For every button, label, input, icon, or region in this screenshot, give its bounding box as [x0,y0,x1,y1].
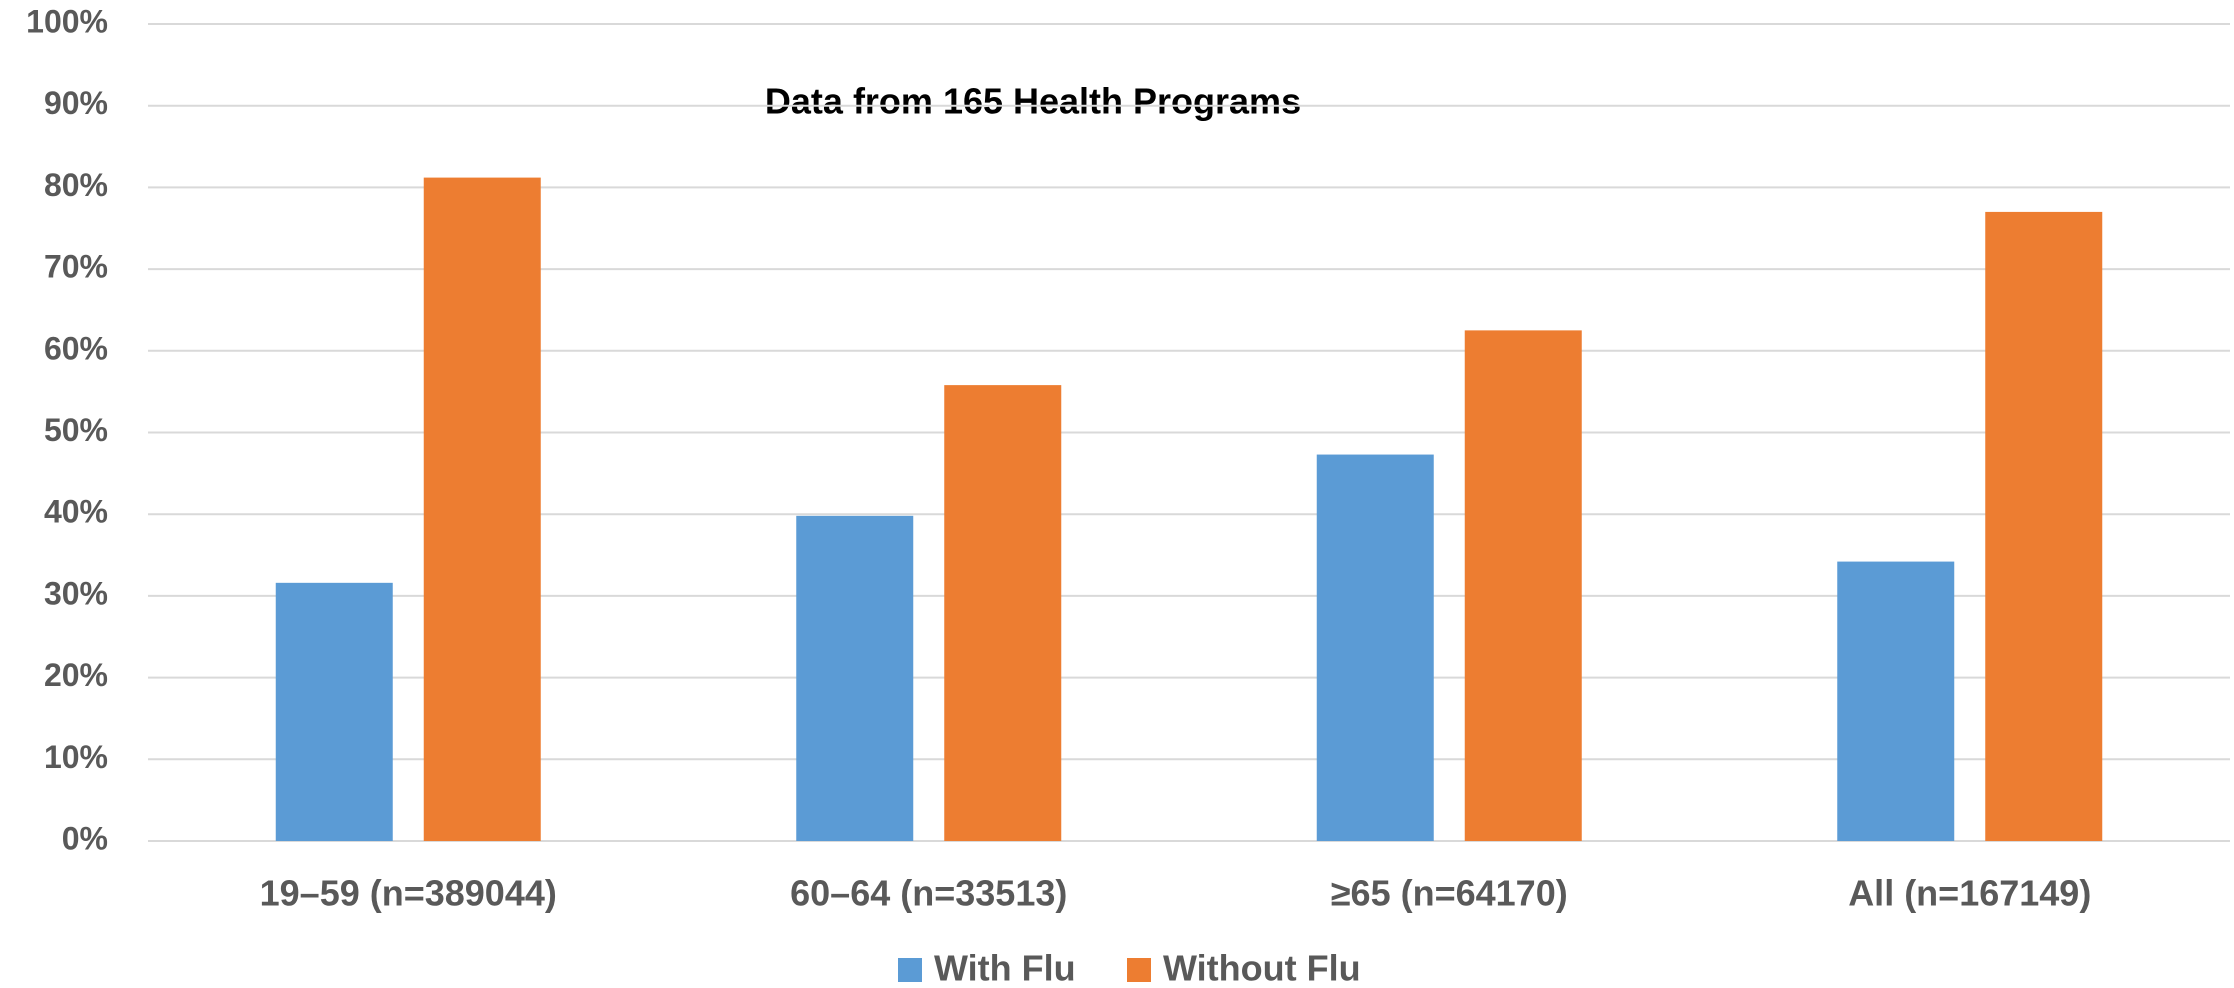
bar [944,385,1062,841]
bar [275,582,393,841]
x-tick-label: ≥65 (n=64170) [1331,873,1568,914]
bar [423,177,541,841]
y-tick-label: 60% [44,330,108,366]
x-tick-label: 19–59 (n=389044) [260,873,557,914]
y-tick-label: 90% [44,85,108,121]
bar [1985,211,2103,841]
y-tick-label: 40% [44,494,108,530]
x-tick-label: All (n=167149) [1848,873,2091,914]
y-tick-label: 0% [62,820,108,856]
chart-title: Data from 165 Health Programs [765,81,1301,122]
y-tick-label: 100% [26,3,108,39]
bar [796,515,914,841]
y-tick-label: 20% [44,657,108,693]
y-tick-label: 30% [44,575,108,611]
x-tick-label: 60–64 (n=33513) [790,873,1067,914]
legend-label: Without Flu [1163,948,1361,988]
legend-label: With Flu [934,948,1076,988]
y-tick-label: 80% [44,167,108,203]
bar [1837,561,1955,841]
bar [1316,454,1434,841]
legend-swatch [1127,958,1151,982]
y-tick-label: 50% [44,412,108,448]
y-tick-label: 70% [44,249,108,285]
y-tick-label: 10% [44,739,108,775]
legend-swatch [898,958,922,982]
bar [1464,330,1582,841]
